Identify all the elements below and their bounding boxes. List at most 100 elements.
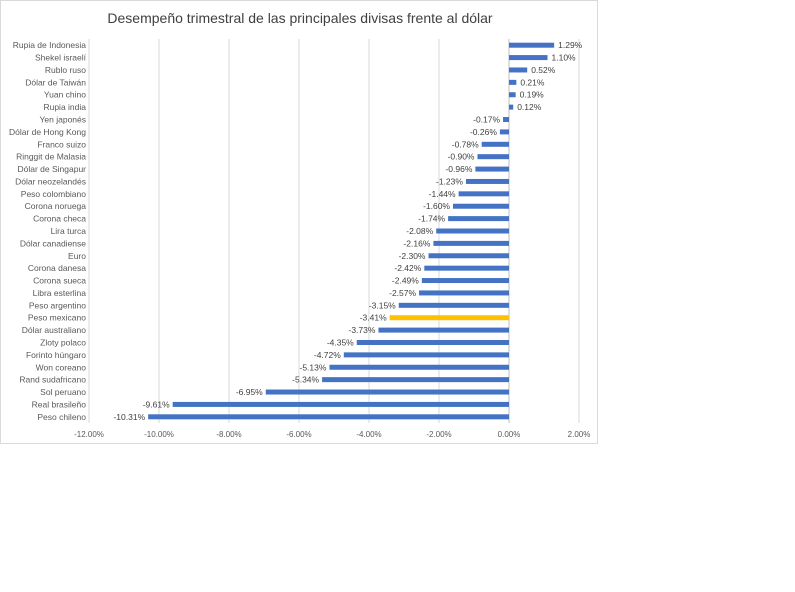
bar — [509, 104, 514, 110]
bar — [509, 42, 555, 48]
bar — [509, 55, 548, 61]
category-label: Dólar de Hong Kong — [9, 127, 86, 137]
bar — [343, 352, 509, 358]
data-label: -2.42% — [394, 263, 421, 273]
data-label: -2.30% — [399, 251, 426, 261]
bar — [509, 67, 528, 73]
data-label: -2.57% — [389, 288, 416, 298]
bar — [419, 290, 509, 296]
category-label: Lira turca — [51, 226, 87, 236]
category-label: Libra esterlina — [33, 288, 87, 298]
bar — [458, 191, 509, 197]
data-label: -0.96% — [445, 164, 472, 174]
bar — [448, 216, 509, 222]
data-label: 0.19% — [520, 90, 545, 100]
data-label: -3.15% — [369, 300, 396, 310]
bar — [481, 141, 509, 147]
bar — [436, 228, 509, 234]
bar — [509, 79, 517, 85]
bar — [356, 339, 509, 345]
category-label: Sol peruano — [40, 387, 86, 397]
bar — [398, 302, 509, 308]
x-tick-label: -4.00% — [356, 430, 381, 439]
bar — [475, 166, 509, 172]
category-label: Dólar neozelandés — [15, 176, 86, 186]
category-label: Peso chileno — [37, 412, 86, 422]
category-label: Shekel israelí — [35, 53, 87, 63]
category-label: Peso mexicano — [28, 313, 86, 323]
data-label: -3.41% — [360, 313, 387, 323]
chart-frame: Desempeño trimestral de las principales … — [0, 0, 598, 444]
category-label: Zloty polaco — [40, 337, 86, 347]
category-label: Franco suizo — [37, 139, 86, 149]
data-label: -0.26% — [470, 127, 497, 137]
bar — [329, 364, 509, 370]
bar — [265, 389, 509, 395]
data-label: -6.95% — [236, 387, 263, 397]
data-label: 0.21% — [520, 77, 545, 87]
category-label: Dólar australiano — [22, 325, 87, 335]
bar — [148, 414, 509, 420]
bar — [453, 203, 509, 209]
data-label: -1.23% — [436, 176, 463, 186]
data-label: -0.90% — [448, 152, 475, 162]
data-label: -5.13% — [300, 362, 327, 372]
data-label: -2.16% — [403, 238, 430, 248]
category-label: Yuan chino — [44, 90, 86, 100]
data-label: -0.17% — [473, 115, 500, 125]
data-label: 0.52% — [531, 65, 556, 75]
category-label: Dólar canadiense — [20, 238, 86, 248]
data-label: -9.61% — [143, 399, 170, 409]
data-label: -4.35% — [327, 337, 354, 347]
category-label: Rand sudafricano — [19, 375, 86, 385]
data-label: -2.49% — [392, 276, 419, 286]
bar — [389, 315, 509, 321]
x-tick-label: -2.00% — [426, 430, 451, 439]
data-label: -1.74% — [418, 214, 445, 224]
bar — [424, 265, 509, 271]
category-label: Corona danesa — [28, 263, 86, 273]
data-label: 0.12% — [517, 102, 542, 112]
category-label: Rupia de Indonesia — [13, 40, 87, 50]
category-label: Rublo ruso — [45, 65, 86, 75]
data-label: -1.60% — [423, 201, 450, 211]
x-tick-label: 2.00% — [568, 430, 591, 439]
category-label: Corona checa — [33, 214, 86, 224]
category-label: Euro — [68, 251, 86, 261]
category-label: Corona noruega — [25, 201, 87, 211]
data-label: -2.08% — [406, 226, 433, 236]
bar — [509, 92, 516, 98]
category-label: Won coreano — [36, 362, 87, 372]
category-label: Rupia india — [43, 102, 86, 112]
category-label: Ringgit de Malasia — [16, 152, 86, 162]
bar — [465, 178, 509, 184]
category-label: Forinto húngaro — [26, 350, 86, 360]
data-label: -1.44% — [429, 189, 456, 199]
data-label: -3.73% — [349, 325, 376, 335]
data-label: -5.34% — [292, 375, 319, 385]
bar — [433, 240, 509, 246]
data-label: 1.29% — [558, 40, 583, 50]
chart-plot: Rupia de Indonesia 1.29% Shekel israelí 1.1… — [9, 39, 591, 439]
x-tick-label: -8.00% — [216, 430, 241, 439]
x-tick-label: -10.00% — [144, 430, 174, 439]
bar — [322, 377, 509, 383]
data-label: 1.10% — [552, 53, 577, 63]
category-label: Corona sueca — [33, 276, 86, 286]
bar — [172, 401, 509, 407]
bar — [378, 327, 509, 333]
bar — [499, 129, 509, 135]
category-label: Peso colombiano — [21, 189, 86, 199]
bar — [421, 278, 509, 284]
bar — [503, 117, 509, 123]
category-label: Dólar de Singapur — [17, 164, 86, 174]
x-tick-label: -6.00% — [286, 430, 311, 439]
category-label: Real brasileño — [32, 399, 87, 409]
x-tick-label: -12.00% — [74, 430, 104, 439]
x-tick-label: 0.00% — [498, 430, 521, 439]
bar — [477, 154, 509, 160]
category-label: Yen japonés — [40, 115, 86, 125]
data-label: -4.72% — [314, 350, 341, 360]
data-label: -0.78% — [452, 139, 479, 149]
category-label: Peso argentino — [29, 300, 86, 310]
